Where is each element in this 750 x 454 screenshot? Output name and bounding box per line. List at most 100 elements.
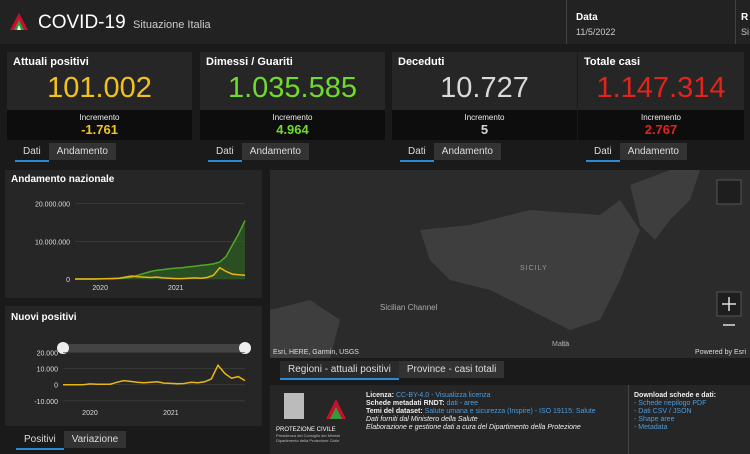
card-value: 1.035.585 [227, 72, 357, 104]
chart-tabs: Positivi Variazione [16, 431, 127, 450]
footer-line: Temi del dataset: Salute umana e sicurez… [366, 408, 596, 415]
logo-icon [10, 13, 28, 30]
kpi-card: Totale casi 1.147.314 Incremento 2.767 [578, 52, 744, 140]
footer-label: Temi del dataset: [366, 408, 423, 415]
increment-value: -1.761 [81, 122, 118, 137]
header: COVID-19 Situazione Italia Data 11/5/202… [0, 0, 750, 44]
increment-band: Incremento -1.761 [7, 110, 192, 140]
land [630, 170, 700, 240]
footer-link[interactable]: dati - aree [446, 400, 479, 407]
footer-link[interactable]: Salute umana e sicurezza (Inspire) - ISO… [424, 408, 596, 415]
footer-logo [284, 393, 346, 419]
card-title: Totale casi [584, 56, 641, 68]
download-link[interactable]: - Shape aree [634, 416, 675, 423]
footer-line: Schede metadati RNDT: dati - aree [366, 400, 596, 407]
download-link[interactable]: - Dati CSV / JSON [634, 408, 692, 415]
kpi-card: Deceduti 10.727 Incremento 5 [392, 52, 577, 140]
area [75, 220, 245, 279]
card-title: Deceduti [398, 56, 445, 68]
y-tick-label: 0 [54, 383, 58, 390]
logo-text: PROTEZIONE CIVILE [276, 427, 336, 433]
tab[interactable]: Regioni - attuali positivi [280, 361, 399, 380]
increment-value: 2.767 [644, 122, 678, 137]
increment-value: 5 [480, 122, 489, 137]
footer-note: Elaborazione e gestione dati a cura del … [366, 424, 581, 431]
kpi-card: Attuali positivi 101.002 Incremento -1.761 [7, 52, 192, 140]
land [420, 200, 640, 330]
card-value: 10.727 [440, 72, 529, 104]
increment-label: Incremento [272, 113, 313, 122]
map-tabs: Regioni - attuali positivi Province - cas… [280, 361, 505, 380]
y-tick-label: 20.000 [37, 350, 59, 357]
tab[interactable]: Dati [15, 143, 49, 162]
card-value: 101.002 [47, 72, 152, 104]
tab[interactable]: Andamento [433, 143, 501, 160]
chart-title: Andamento nazionale [11, 174, 115, 185]
tab[interactable]: Dati [400, 143, 434, 162]
tab[interactable]: Dati [586, 143, 620, 162]
tab[interactable]: Dati [208, 143, 242, 162]
card-tabs: Dati Andamento [15, 143, 116, 162]
tab[interactable]: Variazione [63, 431, 127, 448]
card-title: Dimessi / Guariti [206, 56, 293, 68]
subtitle: Situazione Italia [133, 19, 211, 31]
y-tick-label: 10.000.000 [35, 239, 70, 246]
cut-value: Si [741, 27, 750, 37]
chart: 0 10.000.000 20.000.000 2020 2021 [35, 202, 246, 292]
date-label: Data [576, 12, 598, 23]
x-tick-label: 2021 [163, 410, 179, 417]
footer-label: Schede metadati RNDT: [366, 400, 445, 407]
increment-label: Incremento [79, 113, 120, 122]
download-link[interactable]: - Schede riepilogo PDF [634, 400, 707, 407]
footer-lines: Licenza: CC-BY-4.0 - Visualizza licenza S… [366, 391, 596, 432]
map-label: Sicilian Channel [380, 303, 438, 312]
legend-button[interactable] [716, 179, 742, 205]
increment-value: 4.964 [276, 122, 309, 137]
y-tick-label: 10.000 [37, 367, 59, 374]
y-tick-label: -10.000 [34, 399, 58, 406]
tab[interactable]: Andamento [241, 143, 309, 160]
map-label: Malta [552, 341, 569, 348]
slider-handle[interactable] [57, 342, 69, 354]
footer-logo-text: PROTEZIONE CIVILE Presidenza del Consigl… [276, 427, 356, 443]
increment-label: Incremento [640, 113, 682, 122]
tab[interactable]: Province - casi totali [398, 361, 505, 378]
card-tabs: Dati Andamento [586, 143, 687, 162]
y-tick-label: 0 [66, 277, 70, 284]
chart-panel: Andamento nazionale 0 10.000.000 20.000.00… [5, 170, 262, 298]
map-label: SICILY [520, 265, 548, 272]
range-slider [63, 344, 245, 352]
y-tick-label: 20.000.000 [35, 202, 70, 209]
card-value: 1.147.314 [596, 72, 726, 104]
land [270, 300, 340, 358]
download-link[interactable]: - Metadata [634, 424, 668, 431]
download-title: Download schede e dati: [634, 392, 717, 399]
card-tabs: Dati Andamento [400, 143, 501, 162]
increment-label: Incremento [464, 113, 505, 122]
increment-band: Incremento 2.767 [578, 110, 744, 140]
tab[interactable]: Positivi [16, 431, 64, 450]
kpi-card: Dimessi / Guariti 1.035.585 Incremento 4.96… [200, 52, 385, 140]
map: SICILY Sicilian Channel Malta Esri, HERE… [270, 170, 750, 358]
line [63, 363, 246, 386]
downloads: Download schede e dati: - Schede riepilo… [634, 391, 716, 432]
footer-link[interactable]: CC-BY-4.0 - Visualizza licenza [395, 392, 491, 399]
logo-text: Dipartimento della Protezione Civile [276, 438, 340, 443]
chart-title: Nuovi positivi [11, 312, 77, 323]
footer-note: Dati forniti dal Ministero della Salute [366, 416, 478, 423]
footer-label: Licenza: [366, 392, 395, 399]
x-tick-label: 2020 [92, 285, 108, 292]
title: COVID-19 [38, 12, 126, 33]
tab[interactable]: Andamento [619, 143, 687, 160]
chart-panel: Nuovi positivi -10.000 0 10.000 20.000 2020 2… [5, 306, 262, 426]
attribution: Esri, HERE, Garmin, USGS [273, 349, 359, 356]
increment-band: Incremento 5 [392, 110, 577, 140]
footer: PROTEZIONE CIVILE Presidenza del Consigl… [270, 385, 750, 454]
logo-text: Presidenza del Consiglio dei Ministri [276, 433, 341, 438]
slider-handle[interactable] [239, 342, 251, 354]
tab[interactable]: Andamento [48, 143, 116, 160]
date: 11/5/2022 [576, 27, 616, 37]
card-tabs: Dati Andamento [208, 143, 309, 162]
cut-label: R [741, 12, 749, 23]
